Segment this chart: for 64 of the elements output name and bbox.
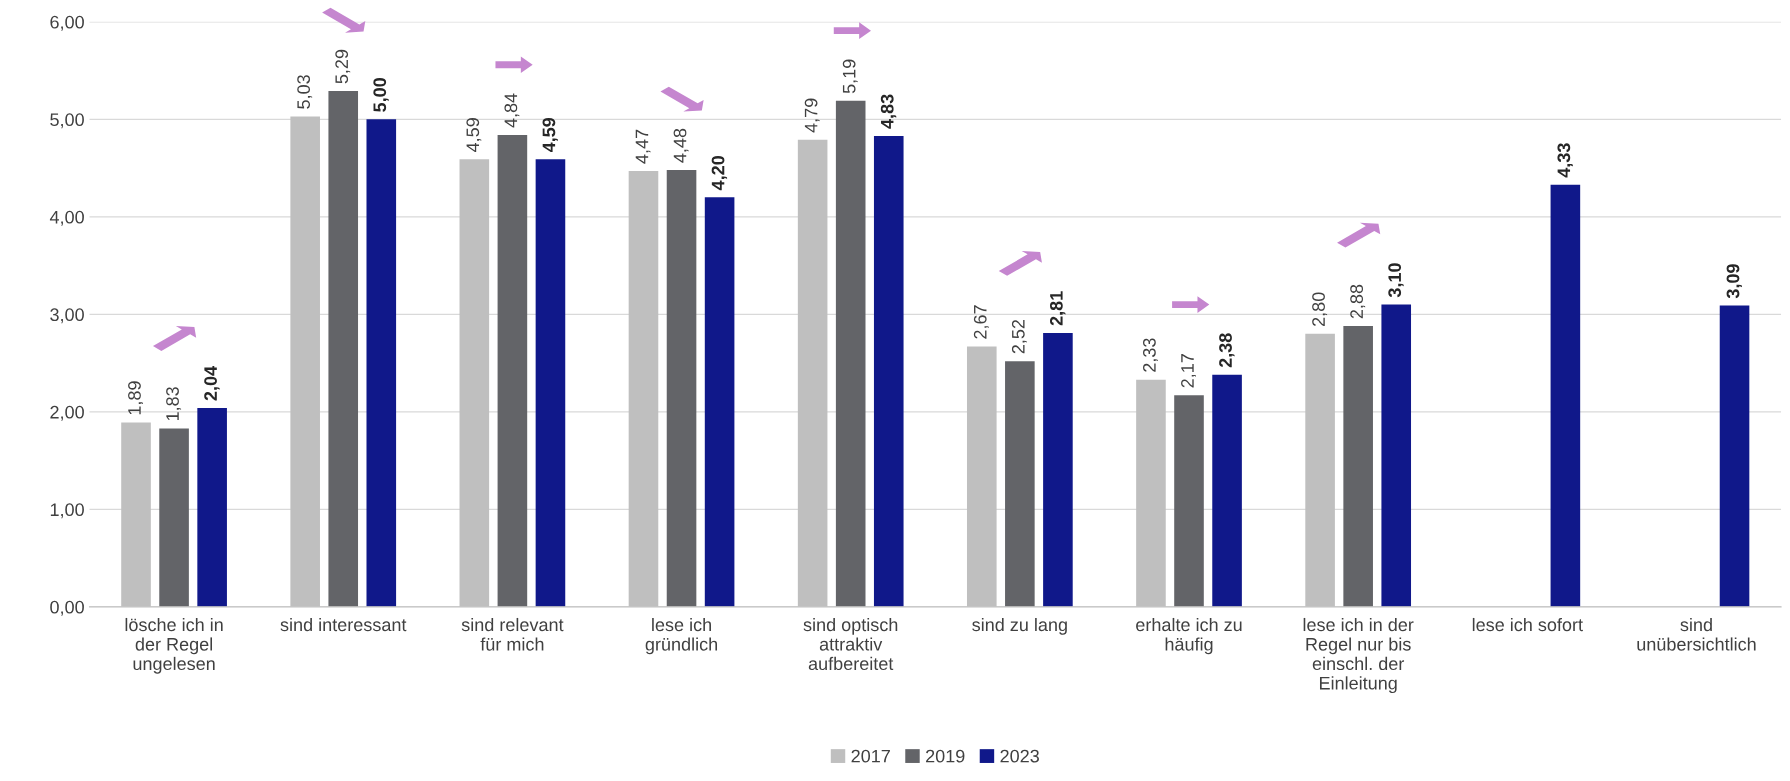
data-label: 2,04 — [204, 365, 220, 401]
y-tick-label: 4,00 — [49, 210, 84, 226]
bar — [1719, 305, 1750, 607]
x-tick-label: sind interessant — [280, 617, 407, 632]
data-label: 4,59 — [466, 118, 482, 152]
data-label: 2,81 — [1049, 291, 1066, 326]
data-label: 1,83 — [166, 387, 182, 421]
legend-label: 2023 — [1000, 749, 1039, 763]
data-label: 4,48 — [673, 128, 689, 163]
data-label: 2,67 — [973, 305, 989, 339]
legend-label: 2019 — [926, 749, 965, 763]
data-label: 2,52 — [1011, 319, 1027, 354]
y-tick-label: 1,00 — [50, 503, 84, 519]
bar — [835, 100, 866, 607]
data-label: 1,89 — [128, 381, 143, 415]
bar — [497, 134, 528, 607]
data-label: 3,09 — [1726, 264, 1742, 299]
data-label: 3,10 — [1388, 263, 1404, 298]
x-tick-label: sind zu lang — [972, 617, 1067, 635]
data-label: 2,17 — [1181, 354, 1196, 388]
bar — [535, 159, 566, 607]
data-label: 2,88 — [1350, 284, 1366, 319]
legend-label: 2017 — [851, 749, 890, 763]
bar — [1212, 374, 1242, 607]
x-tick-label: sind relevant für mich — [461, 617, 564, 651]
bar — [704, 197, 735, 607]
data-label: 4,20 — [711, 156, 728, 191]
data-label: 5,00 — [373, 78, 389, 112]
y-tick-label: 0,00 — [50, 600, 84, 616]
bar — [1343, 326, 1373, 607]
bar — [873, 135, 904, 607]
bar — [1550, 184, 1581, 607]
data-label: 4,84 — [504, 93, 520, 128]
bar — [1043, 332, 1073, 607]
bar — [1381, 304, 1412, 607]
x-tick-label: sind unübersichtlich — [1637, 617, 1756, 651]
x-tick-label: lese ich in der Regel nur bis einschl. der Einleitung — [1303, 617, 1414, 694]
x-tick-label: lese ich gründlich — [645, 617, 718, 655]
data-label: 2,80 — [1312, 292, 1328, 326]
bar — [666, 170, 697, 607]
x-tick-label: lese ich sofort — [1472, 617, 1583, 632]
x-tick-label: lösche ich in der Regel ungelesen — [125, 617, 223, 674]
x-tick-label: erhalte ich zu häufig — [1136, 617, 1242, 655]
bar — [328, 91, 359, 607]
data-label: 4,83 — [880, 94, 897, 129]
bar — [1005, 361, 1035, 607]
data-label: 4,59 — [542, 117, 558, 153]
bar — [366, 119, 397, 607]
x-tick-label: sind optisch attraktiv aufbereitet — [803, 617, 898, 671]
data-label: 5,03 — [297, 75, 313, 109]
data-label: 2,38 — [1219, 333, 1235, 368]
bar — [159, 428, 189, 607]
data-label: 4,33 — [1557, 143, 1573, 178]
bar — [1174, 395, 1204, 607]
data-label: 4,79 — [804, 98, 820, 133]
data-label: 5,19 — [842, 59, 858, 94]
y-tick-label: 5,00 — [50, 113, 84, 129]
y-tick-label: 6,00 — [50, 15, 84, 31]
bar — [197, 407, 227, 607]
y-tick-label: 2,00 — [50, 405, 84, 421]
data-label: 5,29 — [335, 49, 351, 84]
data-label: 2,33 — [1143, 338, 1158, 372]
y-tick-label: 3,00 — [50, 308, 84, 324]
data-label: 4,47 — [635, 129, 651, 164]
